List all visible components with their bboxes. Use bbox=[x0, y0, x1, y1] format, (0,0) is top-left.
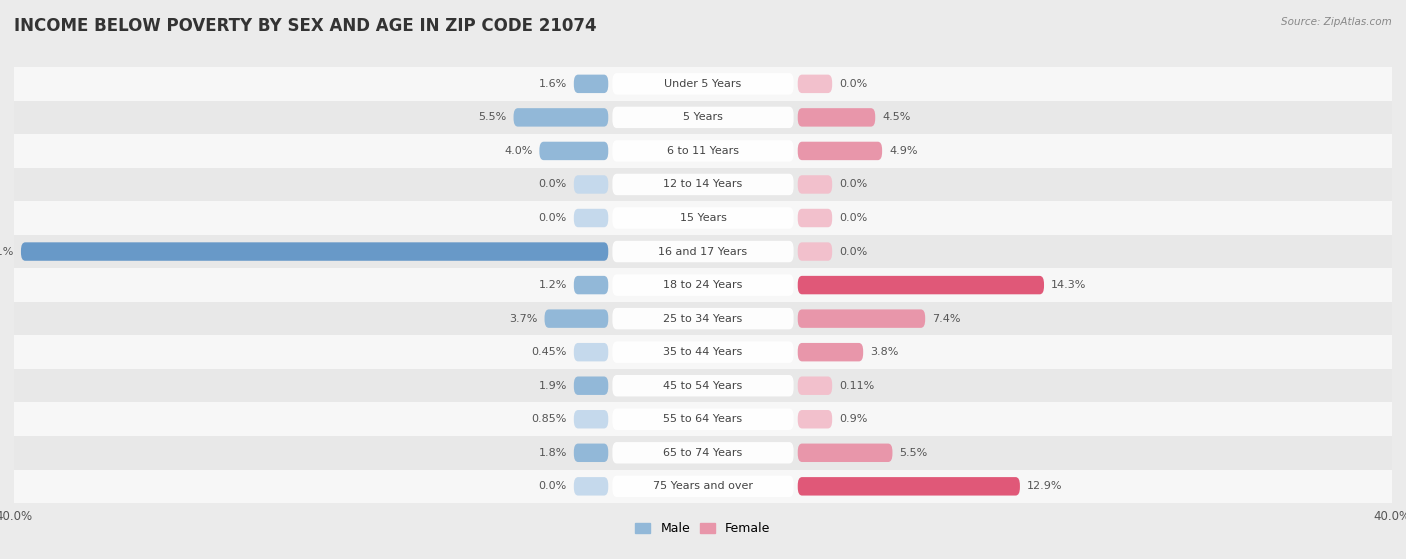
FancyBboxPatch shape bbox=[613, 375, 793, 396]
Text: 0.0%: 0.0% bbox=[538, 179, 567, 190]
Text: 65 to 74 Years: 65 to 74 Years bbox=[664, 448, 742, 458]
FancyBboxPatch shape bbox=[574, 209, 609, 227]
Bar bbox=[14, 335, 1392, 369]
Bar bbox=[14, 67, 1392, 101]
FancyBboxPatch shape bbox=[513, 108, 609, 126]
FancyBboxPatch shape bbox=[797, 276, 1045, 294]
Text: 34.1%: 34.1% bbox=[0, 247, 14, 257]
Text: 12 to 14 Years: 12 to 14 Years bbox=[664, 179, 742, 190]
Text: 6 to 11 Years: 6 to 11 Years bbox=[666, 146, 740, 156]
Bar bbox=[14, 168, 1392, 201]
Bar bbox=[14, 436, 1392, 470]
FancyBboxPatch shape bbox=[797, 343, 863, 361]
FancyBboxPatch shape bbox=[613, 274, 793, 296]
Text: 1.8%: 1.8% bbox=[538, 448, 567, 458]
FancyBboxPatch shape bbox=[613, 73, 793, 94]
Text: 18 to 24 Years: 18 to 24 Years bbox=[664, 280, 742, 290]
FancyBboxPatch shape bbox=[574, 477, 609, 496]
Text: 75 Years and over: 75 Years and over bbox=[652, 481, 754, 491]
Bar bbox=[14, 134, 1392, 168]
FancyBboxPatch shape bbox=[613, 308, 793, 329]
Text: 14.3%: 14.3% bbox=[1050, 280, 1087, 290]
Text: 35 to 44 Years: 35 to 44 Years bbox=[664, 347, 742, 357]
Bar bbox=[14, 201, 1392, 235]
Text: 5.5%: 5.5% bbox=[478, 112, 506, 122]
FancyBboxPatch shape bbox=[574, 410, 609, 428]
Text: 1.2%: 1.2% bbox=[538, 280, 567, 290]
Legend: Male, Female: Male, Female bbox=[630, 518, 776, 541]
Text: 4.5%: 4.5% bbox=[882, 112, 911, 122]
FancyBboxPatch shape bbox=[797, 377, 832, 395]
FancyBboxPatch shape bbox=[797, 108, 875, 126]
Text: 15 Years: 15 Years bbox=[679, 213, 727, 223]
Bar bbox=[14, 235, 1392, 268]
FancyBboxPatch shape bbox=[544, 310, 609, 328]
Text: 0.11%: 0.11% bbox=[839, 381, 875, 391]
Bar bbox=[14, 470, 1392, 503]
Text: 1.9%: 1.9% bbox=[538, 381, 567, 391]
Text: 1.6%: 1.6% bbox=[538, 79, 567, 89]
FancyBboxPatch shape bbox=[613, 107, 793, 128]
FancyBboxPatch shape bbox=[574, 175, 609, 193]
Bar bbox=[14, 268, 1392, 302]
FancyBboxPatch shape bbox=[540, 141, 609, 160]
Text: 0.9%: 0.9% bbox=[839, 414, 868, 424]
FancyBboxPatch shape bbox=[574, 276, 609, 294]
Text: 0.85%: 0.85% bbox=[531, 414, 567, 424]
Text: Source: ZipAtlas.com: Source: ZipAtlas.com bbox=[1281, 17, 1392, 27]
FancyBboxPatch shape bbox=[613, 342, 793, 363]
FancyBboxPatch shape bbox=[797, 243, 832, 260]
FancyBboxPatch shape bbox=[21, 243, 609, 260]
Text: INCOME BELOW POVERTY BY SEX AND AGE IN ZIP CODE 21074: INCOME BELOW POVERTY BY SEX AND AGE IN Z… bbox=[14, 17, 596, 35]
Text: 0.0%: 0.0% bbox=[538, 481, 567, 491]
Text: 55 to 64 Years: 55 to 64 Years bbox=[664, 414, 742, 424]
FancyBboxPatch shape bbox=[574, 377, 609, 395]
FancyBboxPatch shape bbox=[613, 409, 793, 430]
FancyBboxPatch shape bbox=[797, 74, 832, 93]
FancyBboxPatch shape bbox=[574, 444, 609, 462]
FancyBboxPatch shape bbox=[797, 175, 832, 193]
Text: 0.0%: 0.0% bbox=[839, 179, 868, 190]
FancyBboxPatch shape bbox=[797, 477, 1019, 496]
FancyBboxPatch shape bbox=[613, 207, 793, 229]
Bar bbox=[14, 101, 1392, 134]
FancyBboxPatch shape bbox=[613, 241, 793, 262]
Text: 5.5%: 5.5% bbox=[900, 448, 928, 458]
Text: 3.8%: 3.8% bbox=[870, 347, 898, 357]
FancyBboxPatch shape bbox=[613, 140, 793, 162]
FancyBboxPatch shape bbox=[613, 442, 793, 463]
Text: 0.45%: 0.45% bbox=[531, 347, 567, 357]
FancyBboxPatch shape bbox=[797, 444, 893, 462]
FancyBboxPatch shape bbox=[797, 410, 832, 428]
Text: 0.0%: 0.0% bbox=[839, 247, 868, 257]
Text: 12.9%: 12.9% bbox=[1026, 481, 1063, 491]
Text: 45 to 54 Years: 45 to 54 Years bbox=[664, 381, 742, 391]
Bar bbox=[14, 369, 1392, 402]
Text: Under 5 Years: Under 5 Years bbox=[665, 79, 741, 89]
Text: 4.9%: 4.9% bbox=[889, 146, 918, 156]
Bar bbox=[14, 402, 1392, 436]
FancyBboxPatch shape bbox=[797, 310, 925, 328]
Text: 25 to 34 Years: 25 to 34 Years bbox=[664, 314, 742, 324]
Text: 7.4%: 7.4% bbox=[932, 314, 960, 324]
Text: 0.0%: 0.0% bbox=[839, 213, 868, 223]
Bar bbox=[14, 302, 1392, 335]
FancyBboxPatch shape bbox=[574, 74, 609, 93]
FancyBboxPatch shape bbox=[797, 209, 832, 227]
Text: 3.7%: 3.7% bbox=[509, 314, 537, 324]
FancyBboxPatch shape bbox=[574, 343, 609, 361]
Text: 5 Years: 5 Years bbox=[683, 112, 723, 122]
Text: 4.0%: 4.0% bbox=[505, 146, 533, 156]
Text: 16 and 17 Years: 16 and 17 Years bbox=[658, 247, 748, 257]
Text: 0.0%: 0.0% bbox=[839, 79, 868, 89]
FancyBboxPatch shape bbox=[613, 476, 793, 497]
FancyBboxPatch shape bbox=[613, 174, 793, 195]
Text: 0.0%: 0.0% bbox=[538, 213, 567, 223]
FancyBboxPatch shape bbox=[797, 141, 882, 160]
